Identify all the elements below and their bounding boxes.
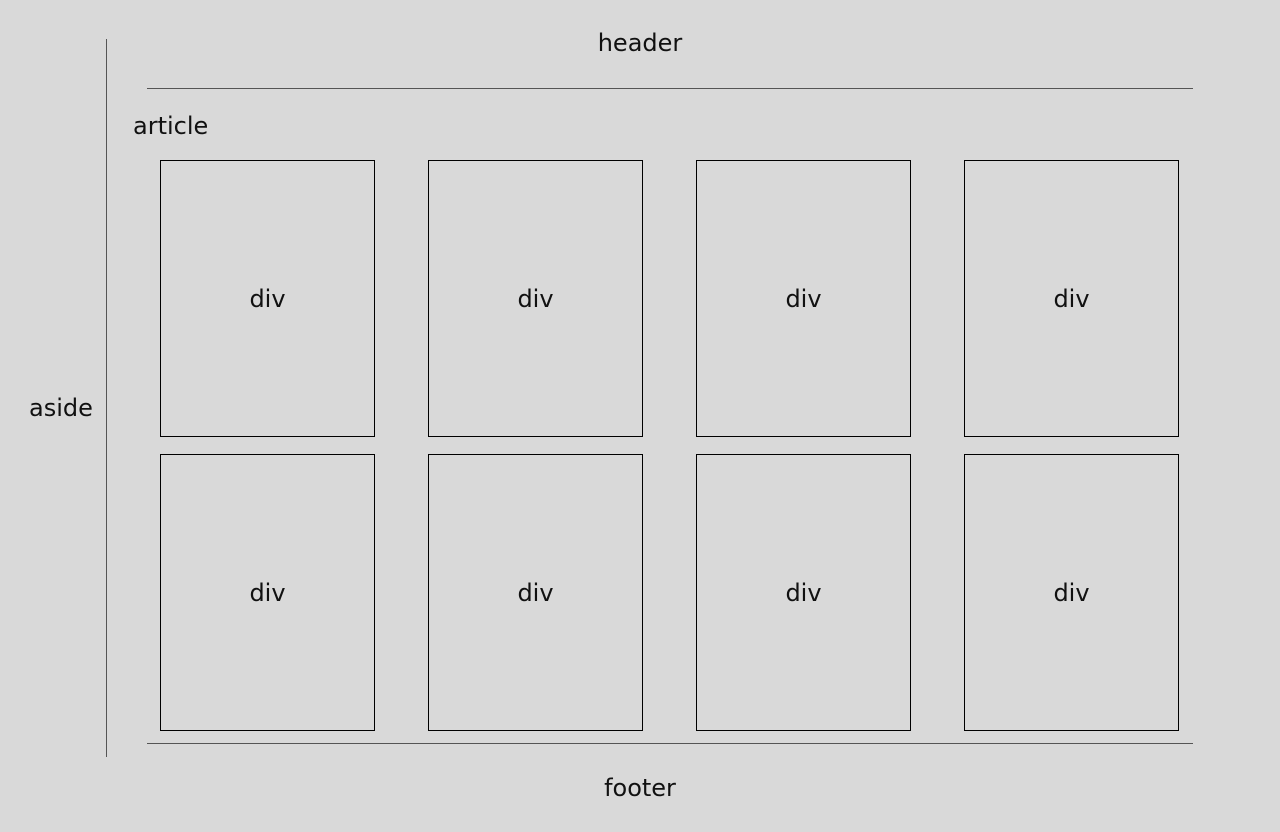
article-label: article: [133, 112, 209, 140]
div-box-2: div: [428, 160, 643, 437]
div-box-4: div: [964, 160, 1179, 437]
header-label: header: [597, 29, 683, 57]
footer-label: footer: [604, 774, 676, 802]
aside-divider: [106, 39, 107, 757]
div-box-1: div: [160, 160, 375, 437]
footer-divider: [147, 743, 1193, 744]
div-box-6: div: [428, 454, 643, 731]
div-box-7: div: [696, 454, 911, 731]
header-divider: [147, 88, 1193, 89]
div-box-8: div: [964, 454, 1179, 731]
aside-label: aside: [29, 394, 93, 422]
div-box-3: div: [696, 160, 911, 437]
div-box-5: div: [160, 454, 375, 731]
article-grid: div div div div div div div div: [160, 160, 1179, 731]
